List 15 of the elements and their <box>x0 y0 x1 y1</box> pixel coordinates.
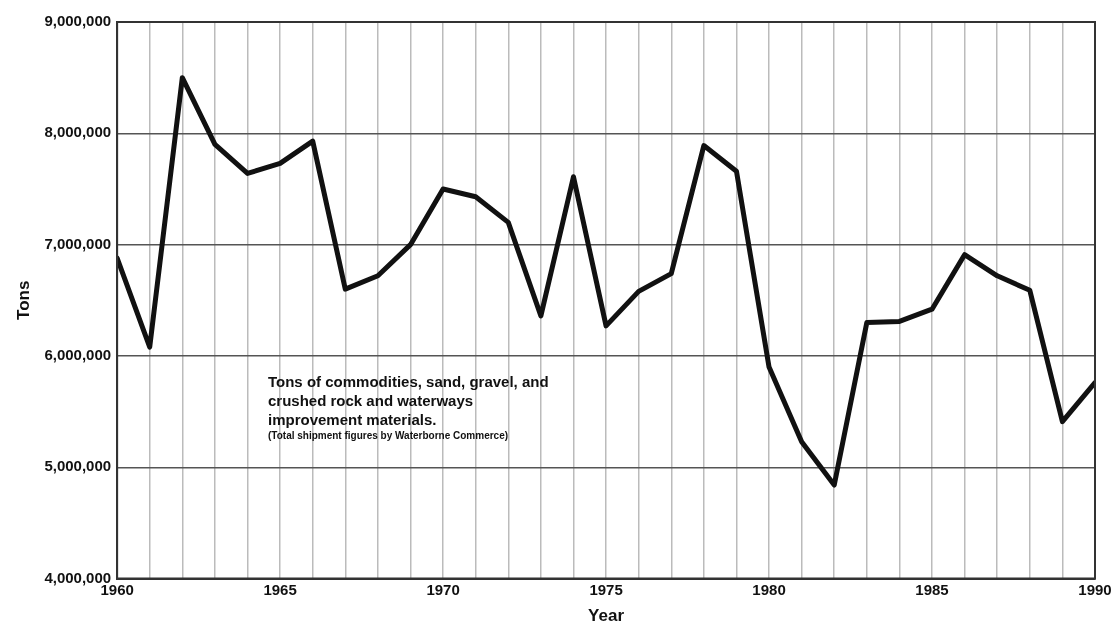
y-tick-label: 5,000,000 <box>44 457 112 475</box>
x-tick-label: 1990 <box>1078 580 1112 598</box>
x-tick-label: 1970 <box>426 580 460 598</box>
x-tick-label: 1975 <box>589 580 623 598</box>
annotation: Tons of commodities, sand, gravel, and crushed rock and waterways improvement materials. <box>268 372 550 429</box>
y-tick-label: 8,000,000 <box>44 123 112 141</box>
x-tick-label: 1965 <box>263 580 297 598</box>
y-tick-label: 6,000,000 <box>44 346 112 364</box>
y-axis-title: Tons <box>13 280 33 320</box>
y-tick-label: 7,000,000 <box>44 234 112 252</box>
x-axis-title: Year <box>588 606 625 626</box>
x-tick-label: 1980 <box>752 580 786 598</box>
x-tick-label: 1985 <box>915 580 949 598</box>
y-tick-label: 9,000,000 <box>44 12 112 30</box>
annotation: (Total shipment figures by Waterborne Commerce) <box>268 429 510 442</box>
